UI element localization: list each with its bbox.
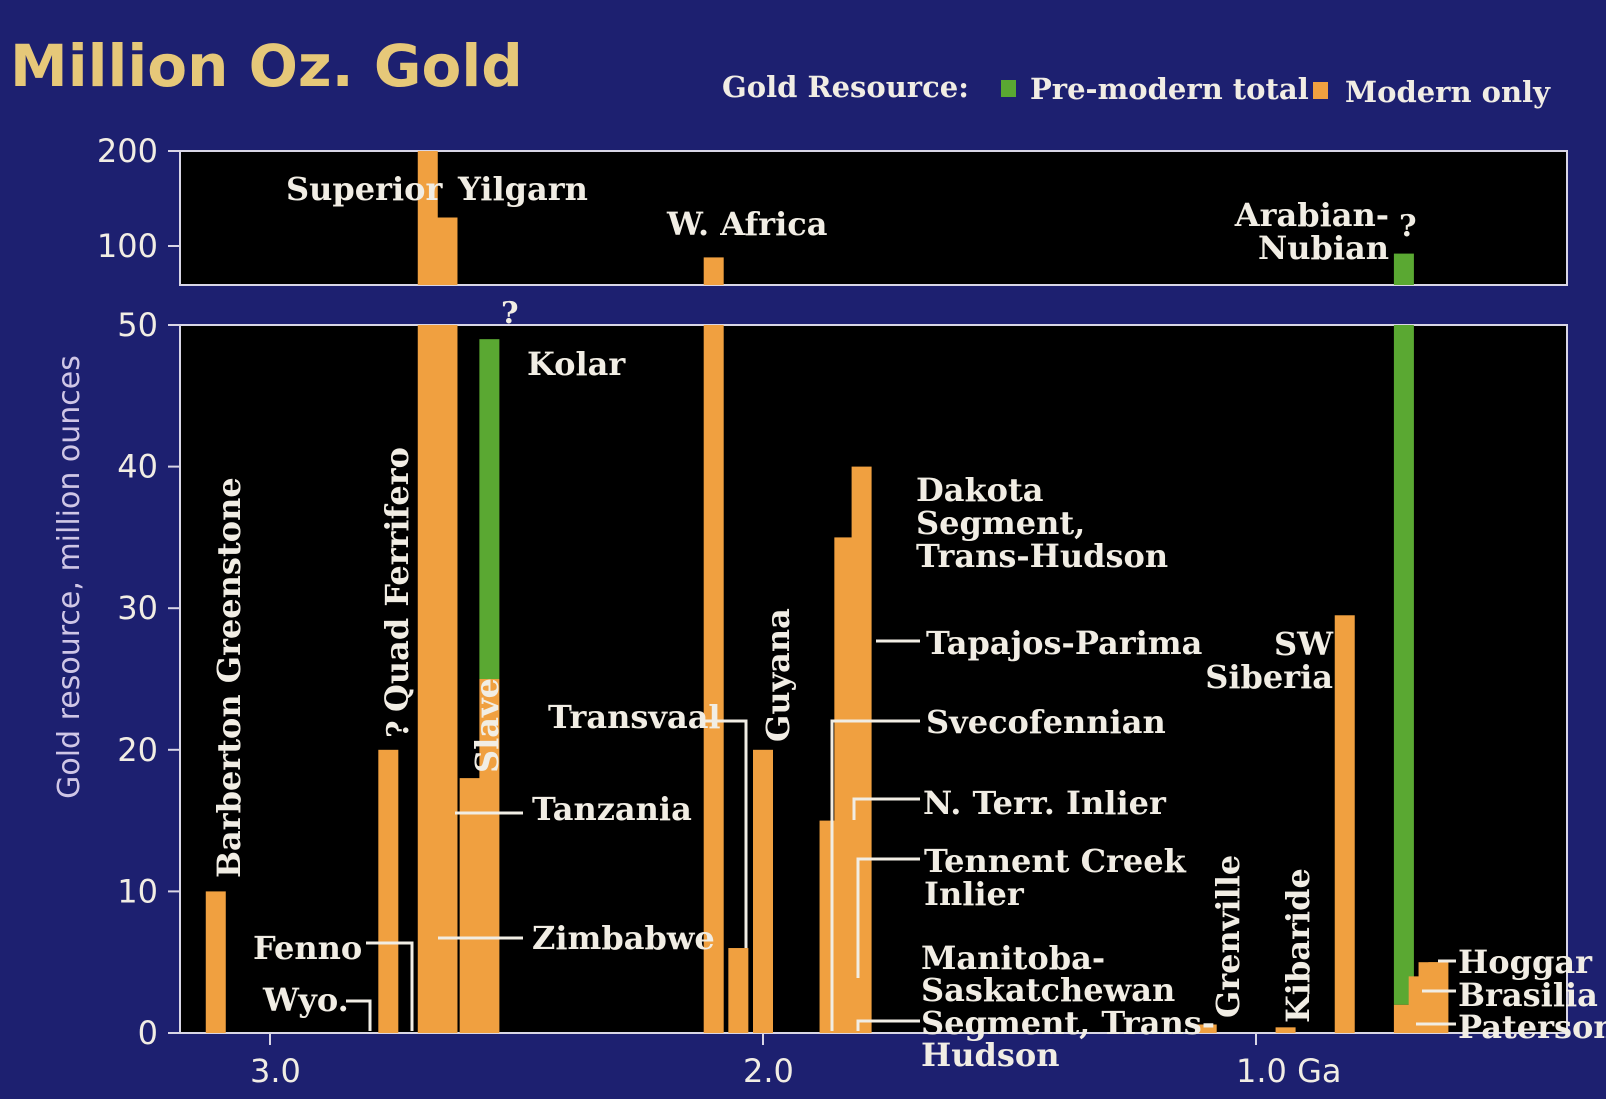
label-guyana: Guyana bbox=[759, 608, 797, 742]
y-tick-label: 0 bbox=[138, 1014, 158, 1052]
bar-modern-upper-superior bbox=[417, 151, 438, 285]
bar-modern-upper-w-africa bbox=[703, 257, 724, 285]
label-manitoba-2: Saskatchewan bbox=[921, 971, 1175, 1009]
leader-transvaal bbox=[700, 719, 748, 948]
bar-modern-kibaride bbox=[1275, 1027, 1296, 1033]
label-yilgarn: Yilgarn bbox=[457, 170, 588, 208]
label-slave: Slave bbox=[468, 678, 506, 773]
leader-lines bbox=[346, 639, 1456, 1031]
label-kolar: Kolar bbox=[527, 345, 626, 383]
bar-modern-upper-yilgarn bbox=[437, 217, 458, 285]
bar-modern-barberton-greenstone bbox=[205, 891, 226, 1033]
label-quad-ferrifero: Quad Ferrifero bbox=[378, 447, 416, 712]
x-tick-label: 2.0 bbox=[743, 1052, 794, 1090]
leader-svecofennian bbox=[830, 719, 920, 1031]
label-dakota-3: Trans-Hudson bbox=[916, 537, 1168, 575]
label-kolar-question: ? bbox=[501, 296, 519, 331]
leader-nterr bbox=[852, 797, 920, 820]
label-paterson: Paterson bbox=[1458, 1008, 1606, 1046]
bar-modern-guyana bbox=[753, 749, 773, 1033]
label-manitoba-4: Hudson bbox=[921, 1036, 1060, 1074]
label-arabian: Arabian- bbox=[1234, 196, 1389, 234]
leader-wyo bbox=[346, 999, 372, 1031]
legend-label-premodern: Pre-modern total bbox=[1030, 72, 1309, 106]
label-kibaride: Kibaride bbox=[1279, 868, 1317, 1023]
bar-modern-tapajos-parima bbox=[834, 537, 855, 1033]
bar-modern-grenville bbox=[1196, 1024, 1217, 1033]
label-n-terr: N. Terr. Inlier bbox=[923, 784, 1167, 822]
bars bbox=[205, 151, 1449, 1034]
label-dakota-1: Dakota bbox=[916, 471, 1044, 509]
bar-modern-yilgarn bbox=[437, 325, 458, 1033]
label-tennent-1: Tennent Creek bbox=[924, 842, 1187, 880]
label-hoggar: Hoggar bbox=[1458, 943, 1593, 981]
y-tick-label: 200 bbox=[97, 132, 158, 170]
label-transvaal: Transvaal bbox=[548, 698, 721, 736]
region-labels: Barberton Greenstone Quad Ferrifero ? Fe… bbox=[210, 170, 1606, 1074]
bar-premodern-kolar bbox=[479, 339, 500, 679]
legend-swatch-modern bbox=[1313, 82, 1328, 99]
label-tennent-2: Inlier bbox=[924, 875, 1025, 913]
y-tick-label: 10 bbox=[117, 872, 158, 910]
bar-modern-kolar bbox=[479, 679, 500, 1033]
leader-fenno bbox=[366, 941, 414, 1031]
label-tanzania: Tanzania bbox=[532, 790, 692, 828]
bar-modern-sw-siberia bbox=[1334, 615, 1355, 1033]
y-tick-label: 100 bbox=[97, 227, 158, 265]
x-tick-label: 1.0 Ga bbox=[1236, 1052, 1341, 1090]
label-zimbabwe: Zimbabwe bbox=[532, 919, 715, 957]
legend-swatch-premodern bbox=[1001, 80, 1016, 97]
leader-tennent bbox=[856, 857, 920, 978]
y-tick-label: 40 bbox=[117, 448, 158, 486]
y-tick-label: 20 bbox=[117, 731, 158, 769]
label-quad-question: ? bbox=[381, 720, 416, 738]
label-fenno: Fenno bbox=[253, 929, 362, 967]
legend-title: Gold Resource: bbox=[722, 70, 969, 104]
bar-modern-slave bbox=[459, 778, 480, 1033]
bar-premodern-upper-arabian-nubian bbox=[1393, 253, 1414, 285]
bar-modern-w-africa bbox=[703, 325, 724, 1033]
axes: 0 10 20 30 40 50 100 200 3.0 2.0 1.0 Ga bbox=[97, 132, 1342, 1090]
y-tick-label: 50 bbox=[117, 306, 158, 344]
y-tick-label: 30 bbox=[117, 589, 158, 627]
label-dakota-2: Segment, bbox=[916, 504, 1085, 542]
label-siberia: Siberia bbox=[1205, 658, 1333, 696]
bar-modern-hoggar bbox=[1428, 962, 1449, 1033]
leader-manitoba bbox=[856, 1019, 920, 1031]
bar-premodern-arabian-nubian bbox=[1393, 325, 1414, 1005]
label-svecofennian: Svecofennian bbox=[926, 703, 1166, 741]
y-axis-title: Gold resource, million ounces bbox=[52, 355, 87, 799]
x-tick-label: 3.0 bbox=[250, 1052, 301, 1090]
label-brasilia: Brasilia bbox=[1458, 976, 1598, 1014]
label-manitoba-1: Manitoba- bbox=[921, 939, 1105, 977]
bar-modern-transvaal bbox=[728, 948, 749, 1033]
legend-label-modern: Modern only bbox=[1345, 75, 1551, 109]
label-w-africa: W. Africa bbox=[666, 205, 828, 243]
upper-plot-panel bbox=[179, 150, 1568, 286]
label-wyo: Wyo. bbox=[262, 981, 349, 1019]
label-tapajos: Tapajos-Parima bbox=[926, 624, 1202, 662]
label-arabian-question: ? bbox=[1399, 209, 1417, 244]
bar-modern-quad-ferrifero bbox=[378, 749, 399, 1033]
label-grenville: Grenville bbox=[1209, 855, 1247, 1018]
chart-title: Million Oz. Gold bbox=[10, 32, 523, 100]
label-barberton: Barberton Greenstone bbox=[210, 477, 248, 878]
label-nubian: Nubian bbox=[1258, 229, 1389, 267]
bar-modern-superior bbox=[417, 325, 438, 1033]
bar-modern-dakota-segment-trans-hudson bbox=[851, 466, 872, 1034]
label-sw: SW bbox=[1274, 625, 1334, 663]
label-superior: Superior bbox=[286, 170, 443, 208]
label-manitoba-3: Segment, Trans- bbox=[921, 1004, 1215, 1042]
legend: Gold Resource: Pre-modern total Modern o… bbox=[722, 70, 1551, 109]
